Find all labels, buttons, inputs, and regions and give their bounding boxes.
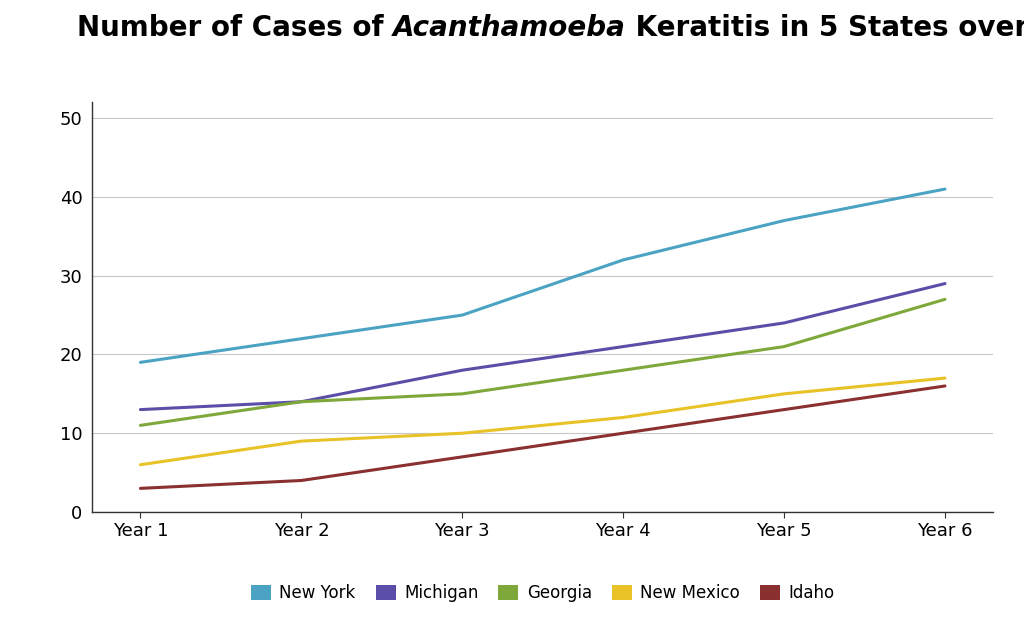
Text: Number of Cases of: Number of Cases of [77, 13, 393, 42]
Legend: New York, Michigan, Georgia, New Mexico, Idaho: New York, Michigan, Georgia, New Mexico,… [245, 578, 841, 609]
Text: Acanthamoeba: Acanthamoeba [393, 13, 626, 42]
Text: Keratitis in 5 States over 6 Year Period: Keratitis in 5 States over 6 Year Period [626, 13, 1024, 42]
